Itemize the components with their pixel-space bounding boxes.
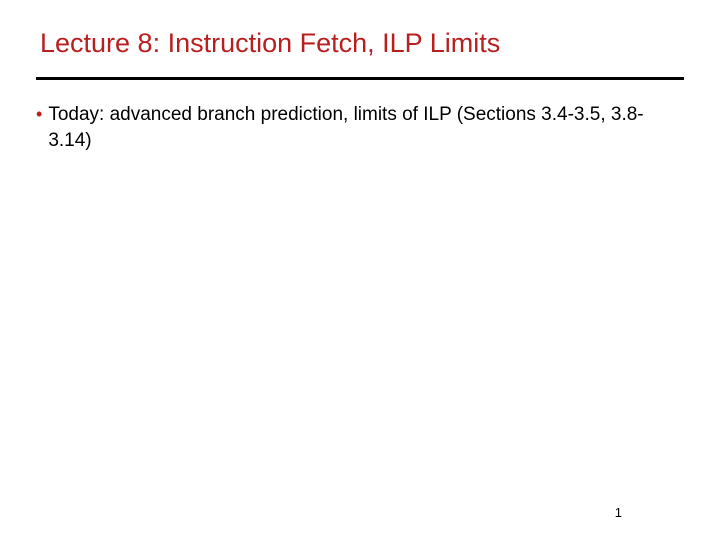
bullet-text: Today: advanced branch prediction, limit…	[48, 102, 684, 154]
bullet-marker: •	[36, 102, 42, 126]
slide-title: Lecture 8: Instruction Fetch, ILP Limits	[36, 28, 684, 59]
slide-content: • Today: advanced branch prediction, lim…	[36, 102, 684, 154]
slide-container: Lecture 8: Instruction Fetch, ILP Limits…	[0, 0, 720, 540]
page-number: 1	[615, 505, 622, 520]
bullet-item: • Today: advanced branch prediction, lim…	[36, 102, 684, 154]
title-divider	[36, 77, 684, 80]
